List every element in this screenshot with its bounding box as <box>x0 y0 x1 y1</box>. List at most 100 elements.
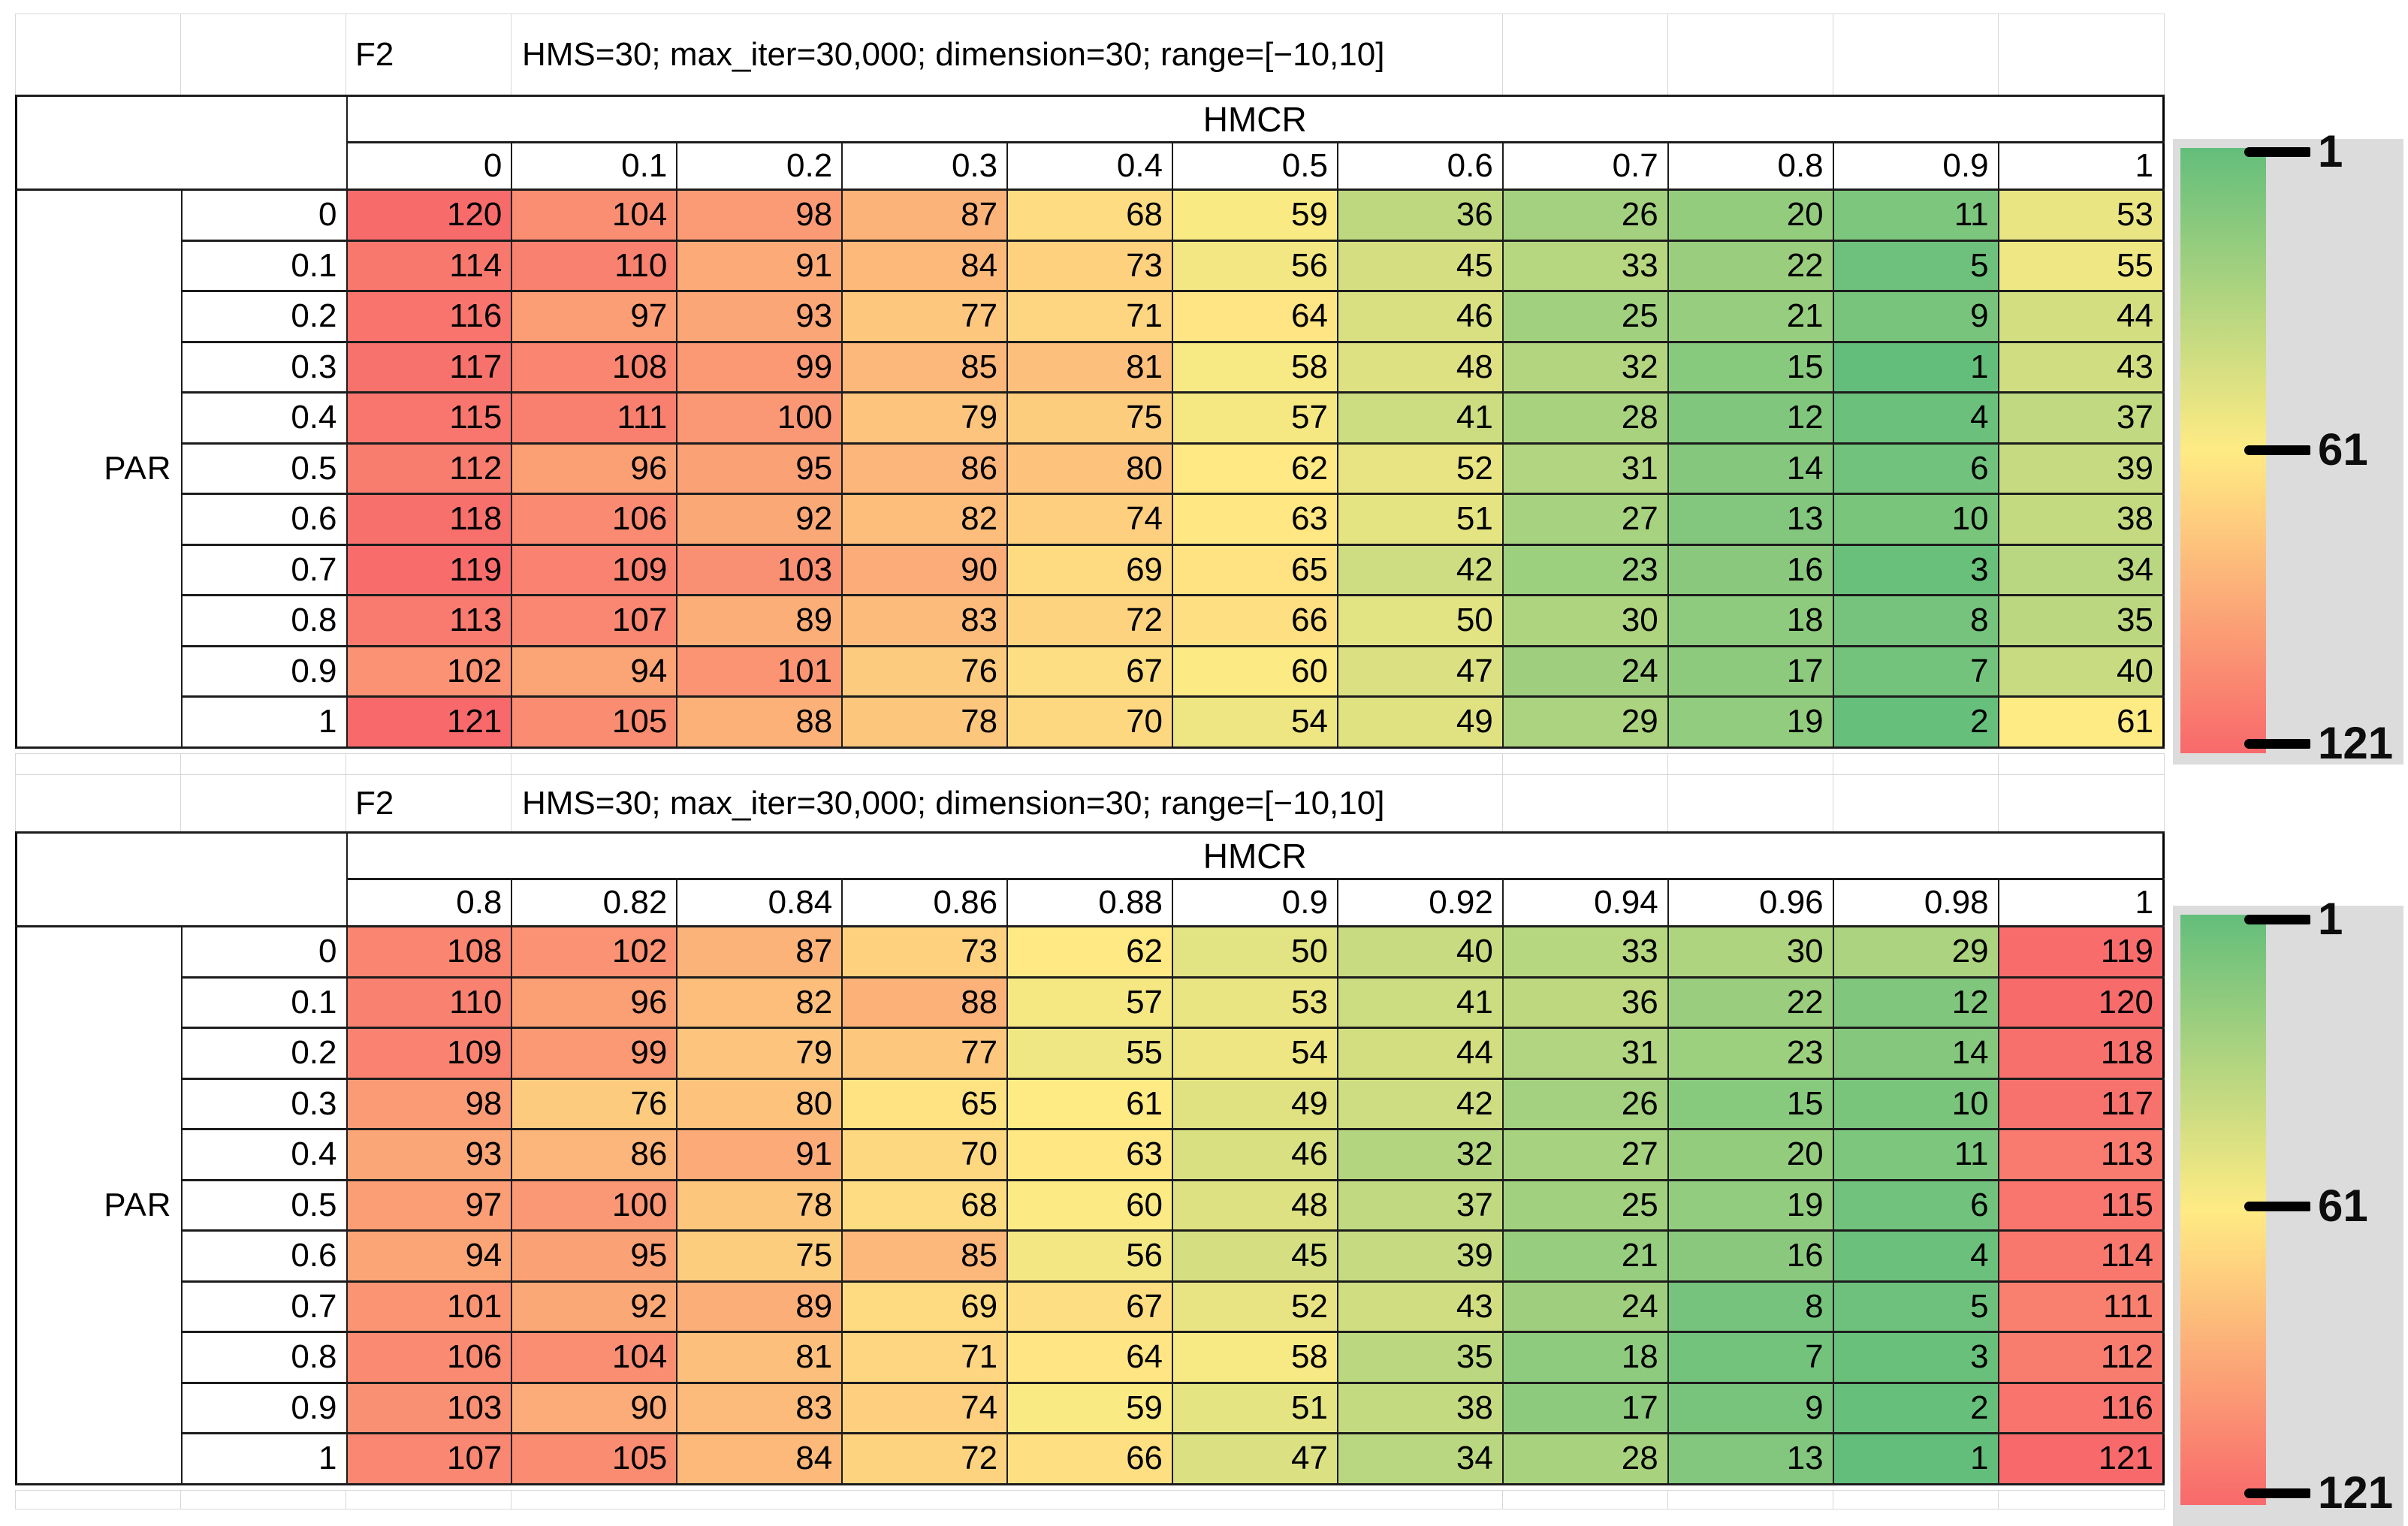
value-cell[interactable]: 77 <box>841 1027 1009 1080</box>
value-cell[interactable]: 3 <box>1832 1331 1999 1384</box>
value-cell[interactable]: 119 <box>1997 925 2165 979</box>
value-cell[interactable]: 63 <box>1006 1128 1174 1181</box>
row-label-cell[interactable]: 0.9 <box>180 1381 348 1434</box>
value-cell[interactable]: 7 <box>1667 1331 1834 1384</box>
value-cell[interactable]: 80 <box>676 1077 843 1130</box>
value-cell[interactable]: 50 <box>1336 594 1504 647</box>
value-cell[interactable]: 108 <box>511 340 678 394</box>
col-header-cell[interactable]: 0.9 <box>1832 141 1999 191</box>
col-header-cell[interactable]: 0.7 <box>1501 141 1669 191</box>
row-label-cell[interactable]: 0.7 <box>180 1280 348 1333</box>
row-label-cell[interactable]: 0.1 <box>180 976 348 1029</box>
value-cell[interactable]: 39 <box>1997 442 2165 495</box>
value-cell[interactable]: 33 <box>1501 239 1669 292</box>
empty-cell[interactable] <box>16 14 181 95</box>
value-cell[interactable]: 105 <box>511 695 678 749</box>
value-cell[interactable]: 105 <box>511 1432 678 1485</box>
col-header-cell[interactable]: 0 <box>346 141 513 191</box>
value-cell[interactable]: 73 <box>1006 239 1174 292</box>
value-cell[interactable]: 106 <box>511 493 678 546</box>
value-cell[interactable]: 4 <box>1832 1229 1999 1283</box>
value-cell[interactable]: 66 <box>1172 594 1338 647</box>
value-cell[interactable]: 3 <box>1832 543 1999 596</box>
value-cell[interactable]: 20 <box>1667 1128 1834 1181</box>
value-cell[interactable]: 87 <box>841 188 1009 242</box>
value-cell[interactable]: 107 <box>511 594 678 647</box>
value-cell[interactable]: 49 <box>1172 1077 1338 1130</box>
value-cell[interactable]: 106 <box>346 1331 513 1384</box>
col-header-cell[interactable]: 0.2 <box>676 141 843 191</box>
value-cell[interactable]: 39 <box>1336 1229 1504 1283</box>
value-cell[interactable]: 33 <box>1501 925 1669 979</box>
value-cell[interactable]: 98 <box>676 188 843 242</box>
empty-cell[interactable] <box>1999 14 2165 95</box>
value-cell[interactable]: 71 <box>1006 290 1174 343</box>
value-cell[interactable]: 72 <box>1006 594 1174 647</box>
row-axis-label[interactable]: PAR <box>15 925 183 1485</box>
value-cell[interactable]: 14 <box>1832 1027 1999 1080</box>
value-cell[interactable]: 66 <box>1006 1432 1174 1485</box>
value-cell[interactable]: 113 <box>346 594 513 647</box>
value-cell[interactable]: 88 <box>676 695 843 749</box>
value-cell[interactable]: 2 <box>1832 695 1999 749</box>
value-cell[interactable]: 95 <box>676 442 843 495</box>
empty-cell[interactable] <box>1999 775 2165 831</box>
value-cell[interactable]: 76 <box>841 644 1009 698</box>
value-cell[interactable]: 43 <box>1336 1280 1504 1333</box>
value-cell[interactable]: 20 <box>1667 188 1834 242</box>
value-cell[interactable]: 91 <box>676 1128 843 1181</box>
empty-cell[interactable] <box>1668 754 1833 774</box>
value-cell[interactable]: 6 <box>1832 442 1999 495</box>
value-cell[interactable]: 110 <box>511 239 678 292</box>
value-cell[interactable]: 12 <box>1667 391 1834 445</box>
value-cell[interactable]: 41 <box>1336 976 1504 1029</box>
value-cell[interactable]: 116 <box>1997 1381 2165 1434</box>
value-cell[interactable]: 100 <box>511 1178 678 1232</box>
value-cell[interactable]: 117 <box>1997 1077 2165 1130</box>
value-cell[interactable]: 121 <box>346 695 513 749</box>
value-cell[interactable]: 15 <box>1667 1077 1834 1130</box>
col-header-cell[interactable]: 0.96 <box>1667 878 1834 927</box>
value-cell[interactable]: 9 <box>1832 290 1999 343</box>
empty-cell[interactable] <box>181 1491 346 1509</box>
value-cell[interactable]: 22 <box>1667 239 1834 292</box>
value-cell[interactable]: 111 <box>511 391 678 445</box>
value-cell[interactable]: 116 <box>346 290 513 343</box>
value-cell[interactable]: 42 <box>1336 1077 1504 1130</box>
value-cell[interactable]: 97 <box>346 1178 513 1232</box>
value-cell[interactable]: 4 <box>1832 391 1999 445</box>
value-cell[interactable]: 47 <box>1336 644 1504 698</box>
value-cell[interactable]: 19 <box>1667 1178 1834 1232</box>
value-cell[interactable]: 83 <box>676 1381 843 1434</box>
value-cell[interactable]: 35 <box>1997 594 2165 647</box>
col-header-cell[interactable]: 0.98 <box>1832 878 1999 927</box>
value-cell[interactable]: 93 <box>676 290 843 343</box>
value-cell[interactable]: 74 <box>841 1381 1009 1434</box>
value-cell[interactable]: 40 <box>1336 925 1504 979</box>
row-label-cell[interactable]: 1 <box>180 1432 348 1485</box>
col-header-cell[interactable]: 1 <box>1997 141 2165 191</box>
row-label-cell[interactable]: 0.3 <box>180 340 348 394</box>
value-cell[interactable]: 57 <box>1006 976 1174 1029</box>
value-cell[interactable]: 49 <box>1336 695 1504 749</box>
empty-cell[interactable] <box>511 1491 1503 1509</box>
row-axis-label[interactable]: PAR <box>15 188 183 749</box>
value-cell[interactable]: 58 <box>1172 340 1338 394</box>
value-cell[interactable]: 29 <box>1501 695 1669 749</box>
row-label-cell[interactable]: 0.3 <box>180 1077 348 1130</box>
value-cell[interactable]: 90 <box>511 1381 678 1434</box>
value-cell[interactable]: 76 <box>511 1077 678 1130</box>
value-cell[interactable]: 119 <box>346 543 513 596</box>
value-cell[interactable]: 37 <box>1997 391 2165 445</box>
empty-cell[interactable] <box>1668 14 1833 95</box>
value-cell[interactable]: 38 <box>1336 1381 1504 1434</box>
value-cell[interactable]: 26 <box>1501 1077 1669 1130</box>
value-cell[interactable]: 64 <box>1006 1331 1174 1384</box>
value-cell[interactable]: 86 <box>841 442 1009 495</box>
row-label-cell[interactable]: 0.8 <box>180 1331 348 1384</box>
value-cell[interactable]: 110 <box>346 976 513 1029</box>
value-cell[interactable]: 104 <box>511 1331 678 1384</box>
value-cell[interactable]: 74 <box>1006 493 1174 546</box>
empty-cell[interactable] <box>346 1491 511 1509</box>
col-header-cell[interactable]: 0.84 <box>676 878 843 927</box>
